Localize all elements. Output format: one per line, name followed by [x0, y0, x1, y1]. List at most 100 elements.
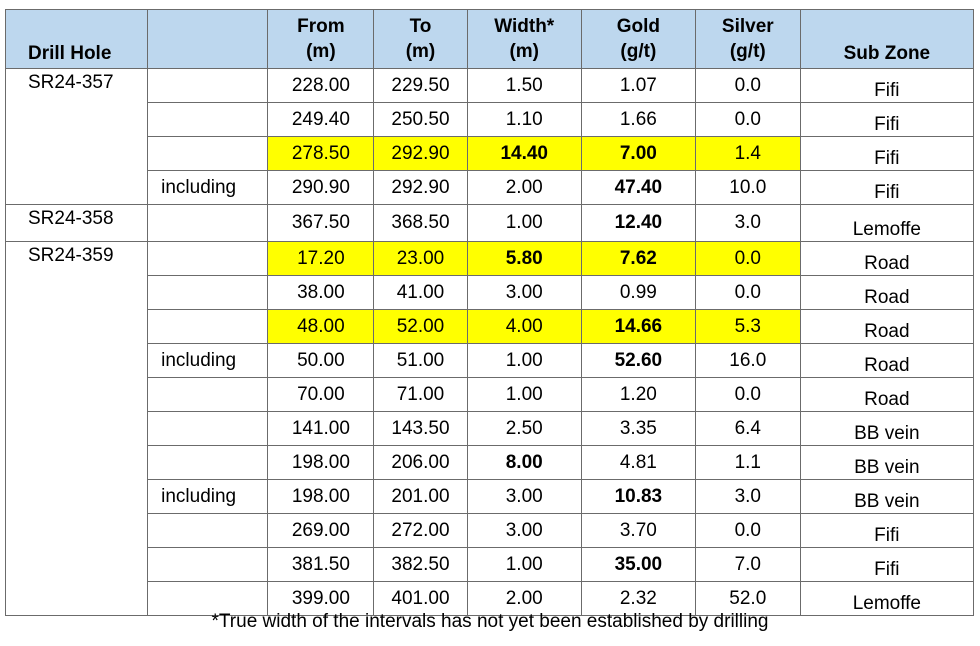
width-cell: 1.00 — [466, 204, 582, 242]
table-row: SR24-358 367.50 368.50 1.00 12.40 3.0 Le… — [4, 204, 975, 242]
silver-cell: 0.0 — [694, 102, 801, 137]
to-cell: 382.50 — [373, 547, 468, 582]
to-cell: 292.90 — [373, 136, 468, 171]
drill-results-table: Drill Hole From (m) To (m) Width* (m) Gold(… — [4, 9, 975, 616]
zone-cell: Fifi — [799, 102, 975, 137]
table-row: 70.00 71.00 1.00 1.20 0.0 Road — [6, 377, 975, 412]
width-cell: 1.00 — [466, 547, 582, 582]
to-cell: 206.00 — [373, 445, 468, 480]
zone-cell: Road — [799, 275, 975, 310]
silver-cell: 5.3 — [694, 309, 801, 344]
width-cell: 3.00 — [466, 513, 582, 548]
header-blank — [147, 9, 269, 69]
from-cell: 367.50 — [267, 204, 375, 242]
width-cell: 1.50 — [466, 68, 582, 103]
note-cell: including — [147, 479, 269, 514]
note-cell — [147, 445, 269, 480]
to-cell: 201.00 — [373, 479, 468, 514]
note-cell: including — [147, 343, 269, 378]
zone-cell: Road — [799, 343, 975, 378]
table-row: 269.00 272.00 3.00 3.70 0.0 Fifi — [6, 513, 975, 548]
note-cell — [147, 204, 269, 242]
header-to: To (m) — [373, 9, 468, 69]
silver-cell: 3.0 — [694, 204, 801, 242]
table-body: SR24-357 228.00 229.50 1.50 1.07 0.0 Fif… — [4, 68, 975, 616]
note-cell — [147, 309, 269, 344]
to-cell: 52.00 — [373, 309, 468, 344]
to-cell: 41.00 — [373, 275, 468, 310]
width-cell: 2.00 — [466, 581, 582, 616]
silver-cell: 1.4 — [694, 136, 801, 171]
from-cell: 17.20 — [267, 241, 375, 276]
gold-cell: 1.66 — [580, 102, 696, 137]
silver-cell: 0.0 — [694, 68, 801, 103]
from-cell: 198.00 — [267, 479, 375, 514]
silver-cell: 0.0 — [694, 275, 801, 310]
gold-cell: 52.60 — [580, 343, 696, 378]
table-row: 38.00 41.00 3.00 0.99 0.0 Road — [6, 275, 975, 310]
silver-cell: 1.1 — [694, 445, 801, 480]
table-row-highlighted: SR24-359 17.20 23.00 5.80 7.62 0.0 Road — [4, 241, 975, 616]
to-cell: 368.50 — [373, 204, 468, 242]
gold-cell: 3.70 — [580, 513, 696, 548]
table-row: 399.00 401.00 2.00 2.32 52.0 Lemoffe — [6, 581, 975, 616]
zone-cell: Lemoffe — [799, 204, 975, 242]
zone-cell: BB vein — [799, 411, 975, 446]
zone-cell: Fifi — [799, 547, 975, 582]
gold-cell: 3.35 — [580, 411, 696, 446]
note-cell — [147, 377, 269, 412]
width-cell: 1.00 — [466, 343, 582, 378]
table-row-highlighted: 278.50 292.90 14.40 7.00 1.4 Fifi — [6, 136, 975, 171]
zone-cell: BB vein — [799, 445, 975, 480]
to-cell: 71.00 — [373, 377, 468, 412]
header-silver: Silver (g/t) — [694, 9, 801, 69]
zone-cell: Road — [799, 309, 975, 344]
silver-cell: 0.0 — [694, 377, 801, 412]
from-cell: 38.00 — [267, 275, 375, 310]
note-cell: including — [147, 170, 269, 205]
to-cell: 250.50 — [373, 102, 468, 137]
from-cell: 228.00 — [267, 68, 375, 103]
table-header: Drill Hole From (m) To (m) Width* (m) Gold(… — [4, 9, 975, 69]
from-cell: 198.00 — [267, 445, 375, 480]
table-row: including 50.00 51.00 1.00 52.60 16.0 Ro… — [6, 343, 975, 378]
table-row: SR24-357 228.00 229.50 1.50 1.07 0.0 Fif… — [4, 68, 975, 205]
gold-cell: 10.83 — [580, 479, 696, 514]
to-cell: 51.00 — [373, 343, 468, 378]
width-cell: 4.00 — [466, 309, 582, 344]
note-cell — [147, 581, 269, 616]
silver-cell: 3.0 — [694, 479, 801, 514]
silver-cell: 6.4 — [694, 411, 801, 446]
silver-cell: 0.0 — [694, 513, 801, 548]
zone-cell: Fifi — [799, 136, 975, 171]
table-row: 249.40 250.50 1.10 1.66 0.0 Fifi — [6, 102, 975, 137]
width-cell: 8.00 — [466, 445, 582, 480]
table-row-highlighted: 48.00 52.00 4.00 14.66 5.3 Road — [6, 309, 975, 344]
gold-cell: 12.40 — [580, 204, 696, 242]
table-row: including 198.00 201.00 3.00 10.83 3.0 B… — [6, 479, 975, 514]
note-cell — [147, 241, 269, 276]
header-width: Width* (m) — [466, 9, 582, 69]
silver-cell: 16.0 — [694, 343, 801, 378]
width-cell: 2.50 — [466, 411, 582, 446]
zone-cell: Road — [799, 241, 975, 276]
from-cell: 70.00 — [267, 377, 375, 412]
drill-hole-cell: SR24-357 — [4, 68, 149, 205]
gold-cell: 1.07 — [580, 68, 696, 103]
silver-cell: 0.0 — [694, 241, 801, 276]
width-cell: 5.80 — [466, 241, 582, 276]
width-cell: 2.00 — [466, 170, 582, 205]
gold-cell: 4.81 — [580, 445, 696, 480]
gold-cell: 14.66 — [580, 309, 696, 344]
header-sub-zone: Sub Zone — [799, 9, 975, 69]
gold-cell: 7.00 — [580, 136, 696, 171]
zone-cell: Lemoffe — [799, 581, 975, 616]
table-row: 141.00 143.50 2.50 3.35 6.4 BB vein — [6, 411, 975, 446]
from-cell: 249.40 — [267, 102, 375, 137]
note-cell — [147, 136, 269, 171]
from-cell: 290.90 — [267, 170, 375, 205]
gold-cell: 1.20 — [580, 377, 696, 412]
from-cell: 399.00 — [267, 581, 375, 616]
width-cell: 14.40 — [466, 136, 582, 171]
